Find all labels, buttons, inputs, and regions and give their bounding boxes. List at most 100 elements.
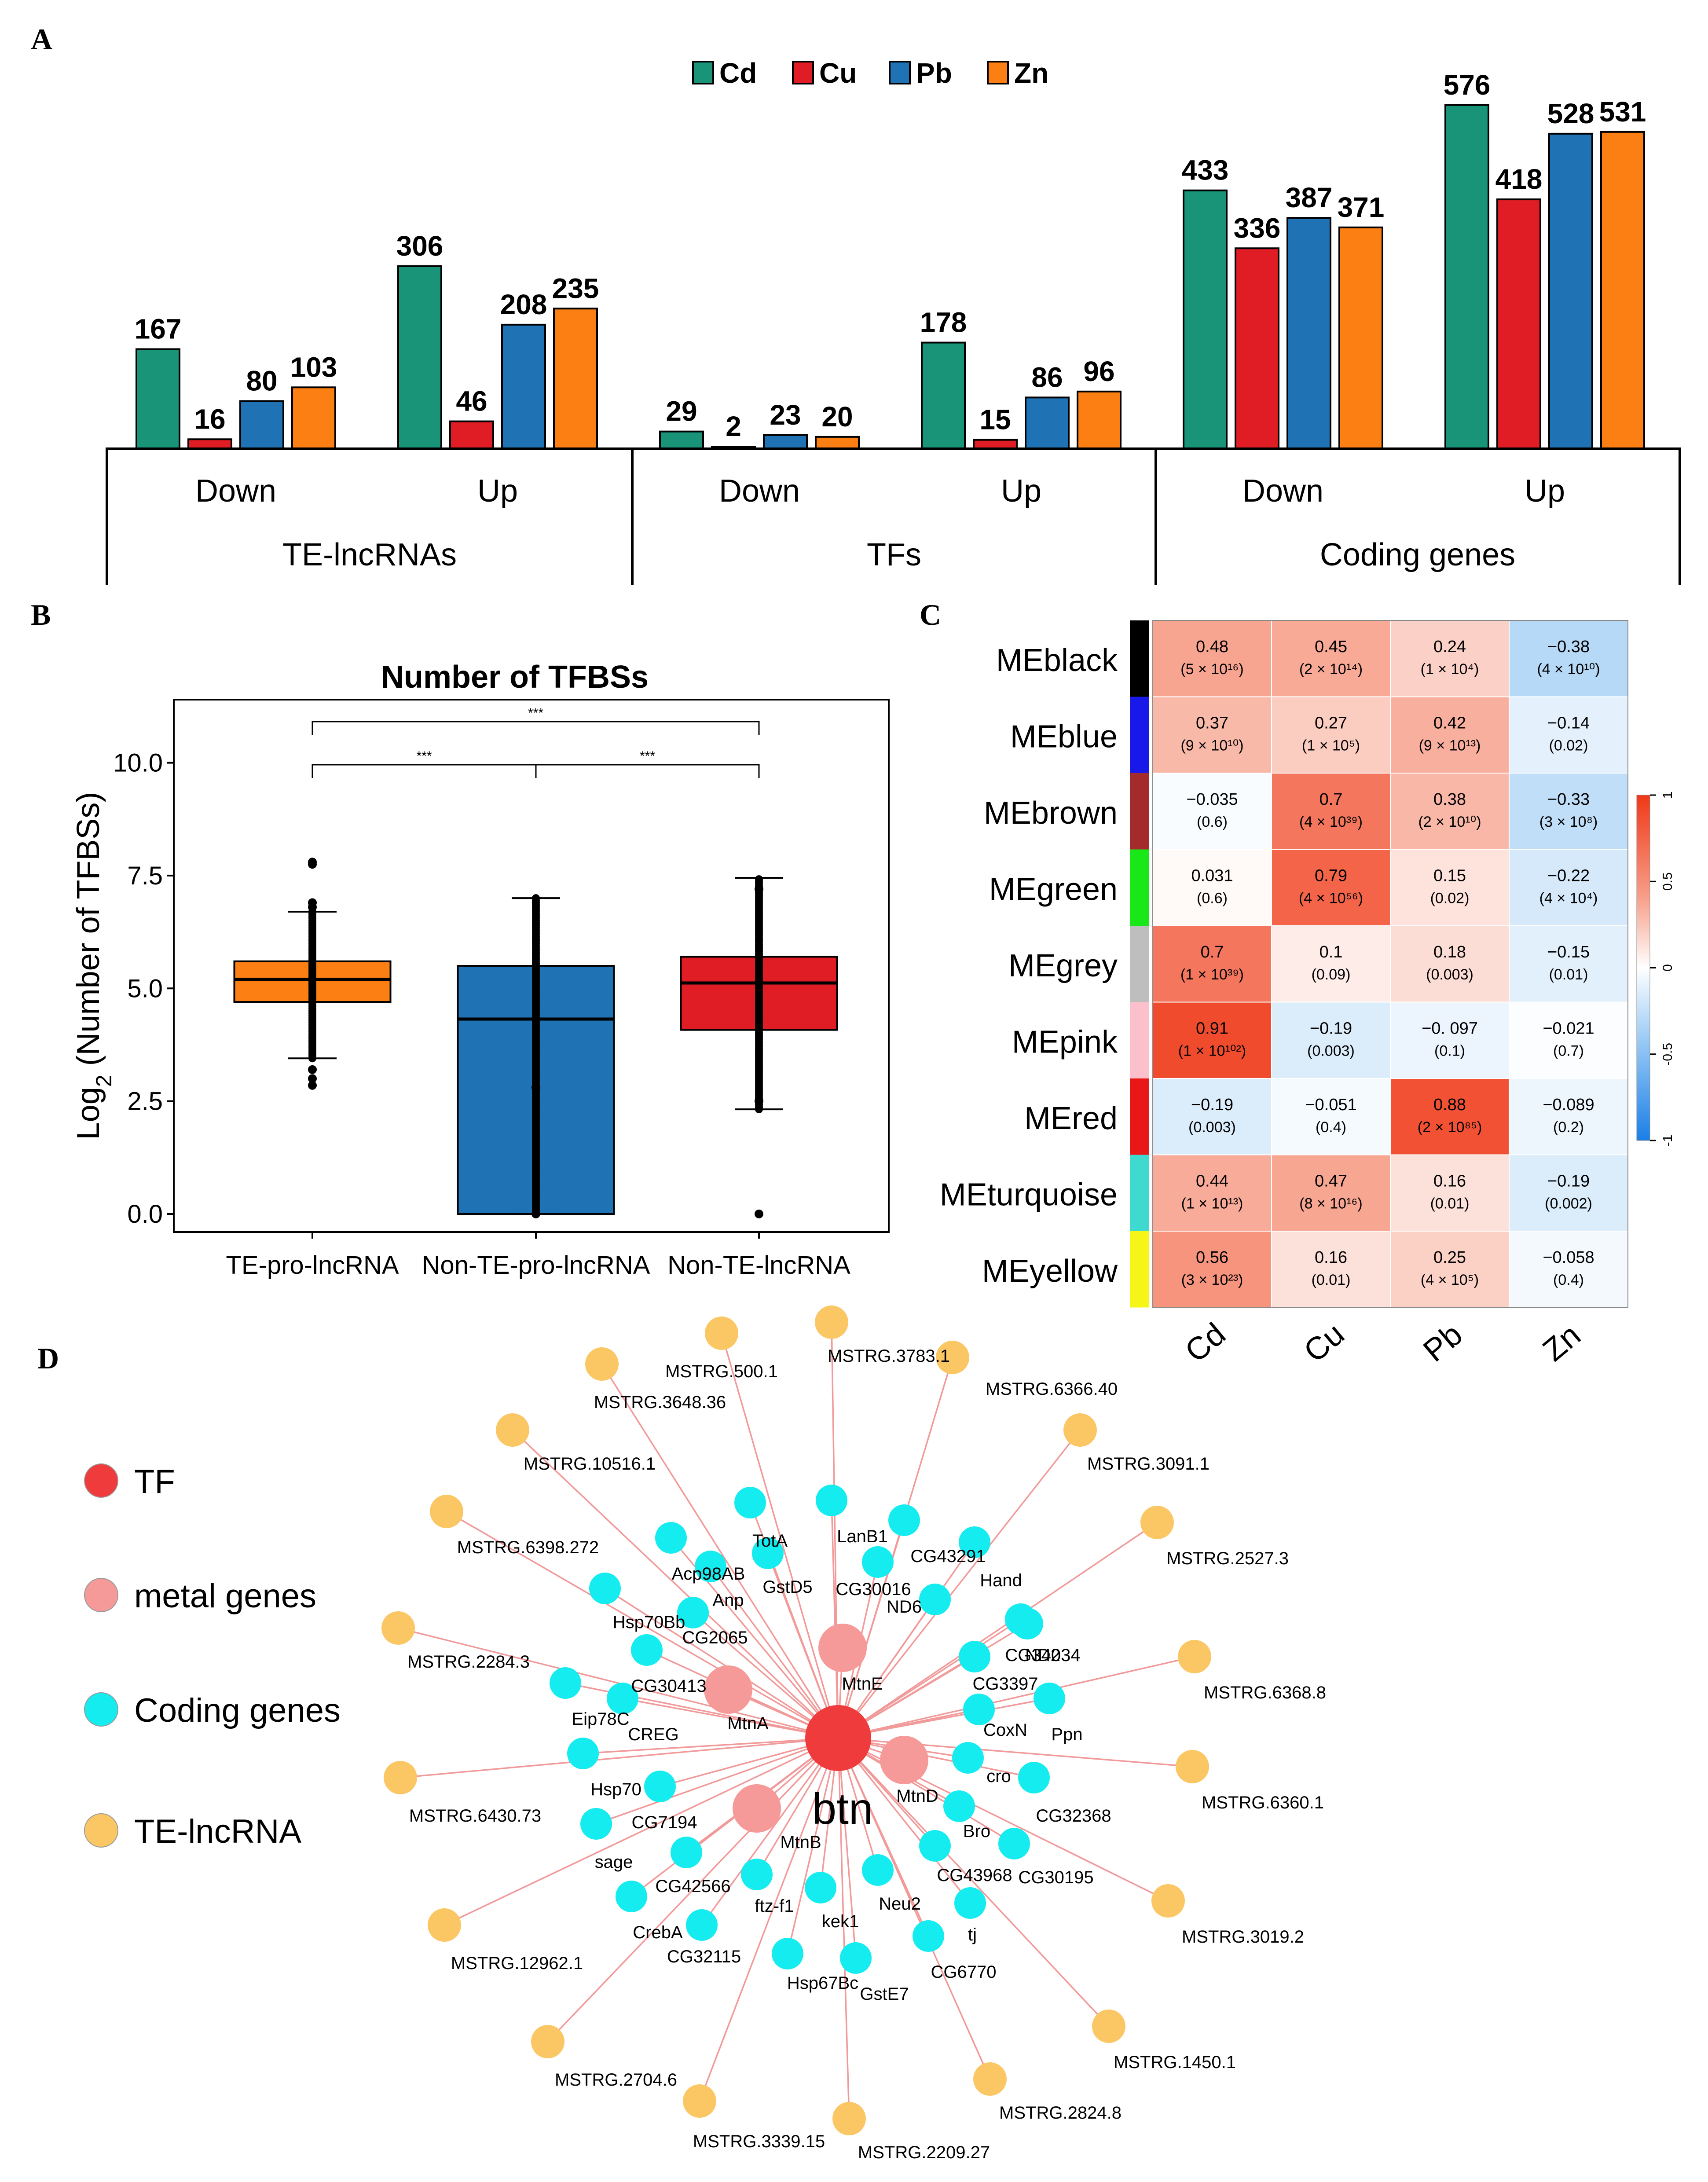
panel-label-c: C xyxy=(920,598,941,631)
bar xyxy=(239,400,284,450)
heatmap-cell-value: 0.48 xyxy=(1196,638,1228,656)
heatmap-cell-pvalue: (0.4) xyxy=(1316,1119,1346,1136)
bar xyxy=(136,348,180,450)
network-edge xyxy=(837,1737,971,1904)
heatmap-cell-pvalue: (4 × 10⁴) xyxy=(1539,890,1598,907)
heatmap-cell-value: −0.035 xyxy=(1186,790,1238,809)
panel-b-boxplot: Number of TFBSs 0.0 2.5 5.0 7.5 10.0 Log2 (N… xyxy=(71,660,890,1280)
heatmap-cell-value: −0.15 xyxy=(1547,943,1590,961)
heatmap-cell xyxy=(1509,925,1628,1003)
heatmap-cell xyxy=(1390,1154,1510,1232)
heatmap-cell-pvalue: (4 × 10⁵) xyxy=(1421,1272,1479,1288)
coding-gene-label: CG43291 xyxy=(910,1547,986,1566)
te-lncrna-label: MSTRG.6360.1 xyxy=(1202,1793,1324,1812)
heatmap-cell-value: −0.38 xyxy=(1547,638,1590,656)
heatmap-cell-pvalue: (2 × 10⁸⁵) xyxy=(1418,1119,1482,1136)
heatmap-cell-pvalue: (0.003) xyxy=(1426,966,1473,983)
heatmap-cell xyxy=(1271,1001,1391,1079)
bar xyxy=(1338,226,1383,450)
heatmap-cell-value: −0.19 xyxy=(1547,1172,1590,1191)
bar-value-label: 96 xyxy=(1083,356,1114,387)
heatmap-cell xyxy=(1390,1001,1510,1079)
coding-gene-label: CG32368 xyxy=(1036,1806,1111,1826)
coding-gene-label: ftz-f1 xyxy=(755,1896,794,1916)
outlier-point xyxy=(755,1097,763,1106)
heatmap-row-label: MEgreen xyxy=(989,872,1118,907)
coding-gene-label: kek1 xyxy=(822,1912,859,1931)
te-lncrna-node xyxy=(531,2025,564,2058)
bar-value-label: 86 xyxy=(1031,361,1063,393)
outlier-point xyxy=(531,1209,540,1218)
coding-gene-node xyxy=(655,1522,687,1554)
coding-gene-node xyxy=(888,1504,920,1536)
heatmap-cell-value: 0.37 xyxy=(1196,714,1228,733)
plot-frame xyxy=(173,699,890,1233)
heatmap-cell-value: 0.38 xyxy=(1433,790,1466,809)
colorbar xyxy=(1636,795,1650,1141)
panel-c-heatmap: 0.48 (5 × 10¹⁶) 0.45 (2 × 10¹⁴) 0.24 (1 × 10⁴… xyxy=(940,620,1675,1369)
heatmap-cell xyxy=(1390,1231,1510,1308)
te-lncrna-label: MSTRG.3019.2 xyxy=(1182,1927,1304,1947)
colorbar-tick-label: 0 xyxy=(1660,964,1675,972)
te-lncrna-label: MSTRG.6398.272 xyxy=(457,1538,599,1557)
data-point xyxy=(532,894,540,902)
legend-swatch-pb xyxy=(889,61,911,84)
network-edge xyxy=(838,1618,1021,1739)
heatmap-cell xyxy=(1509,696,1628,774)
network-edge xyxy=(400,1737,839,1779)
colorbar-tick-label: 1 xyxy=(1660,792,1675,799)
legend-tf-label: TF xyxy=(134,1463,175,1500)
module-color-swatch xyxy=(1130,1078,1149,1155)
heatmap-cell-pvalue: (0.2) xyxy=(1553,1119,1584,1136)
bar xyxy=(1600,131,1645,450)
bar-series xyxy=(136,104,1645,450)
heatmap-cell xyxy=(1509,1001,1628,1079)
network-edge xyxy=(838,1737,1015,1845)
heatmap-col-label: Cd xyxy=(1179,1316,1232,1369)
outlier-point xyxy=(755,884,763,894)
network-edge xyxy=(837,1738,857,1958)
heatmap-cell xyxy=(1509,1231,1628,1308)
boxplot-title: Number of TFBSs xyxy=(381,660,649,695)
metal-gene-node xyxy=(704,1665,752,1714)
heatmap-cell xyxy=(1152,1078,1272,1155)
heatmap-cell xyxy=(1152,1231,1272,1308)
panel-label-b: B xyxy=(31,598,51,631)
te-lncrna-label: MSTRG.6430.73 xyxy=(409,1806,541,1826)
network-labels: MSTRG.500.1 MSTRG.3783.1 MSTRG.3648.36 MSTR… xyxy=(407,1346,1326,2162)
legend-label-cd: Cd xyxy=(719,57,757,89)
coding-gene-node xyxy=(772,1938,803,1969)
heatmap-cell-pvalue: (1 × 10³⁹) xyxy=(1180,966,1244,983)
coding-gene-node xyxy=(686,1909,718,1941)
coding-gene-node xyxy=(840,1942,872,1974)
significance-stars: *** xyxy=(528,706,543,720)
network-edge xyxy=(837,1429,1081,1739)
heatmap-cell xyxy=(1509,1154,1628,1232)
network-edge xyxy=(547,1737,839,2043)
heatmap-cell-value: 0.16 xyxy=(1433,1172,1466,1191)
heatmap-col-labels: Cd Cu Pb Zn xyxy=(1179,1316,1587,1369)
network-edge xyxy=(837,1541,975,1739)
heatmap-cell-value: 0.24 xyxy=(1433,638,1466,656)
legend-metal-label: metal genes xyxy=(134,1577,316,1615)
coding-gene-node xyxy=(752,1537,784,1569)
module-color-swatch xyxy=(1130,849,1149,926)
heatmap-cell-pvalue: (1 × 10⁴) xyxy=(1421,661,1479,678)
coding-gene-node xyxy=(913,1920,944,1952)
heatmap-cell-pvalue: (0.02) xyxy=(1549,737,1588,754)
tf-node xyxy=(805,1705,871,1771)
heatmap-cell-value: 0.47 xyxy=(1315,1172,1347,1191)
te-lncrna-node xyxy=(1176,1750,1209,1783)
coding-gene-label: ND6 xyxy=(887,1597,922,1617)
heatmap-cell-value: −0.19 xyxy=(1191,1096,1233,1114)
coding-gene-label: Neu2 xyxy=(879,1894,921,1914)
network-legend: TF metal genes Coding genes TE-lncRNA xyxy=(84,1463,341,1850)
te-lncrna-node xyxy=(683,2084,716,2118)
bar-value-label: 103 xyxy=(290,351,337,383)
bar xyxy=(187,438,232,450)
coding-gene-label: TotA xyxy=(752,1531,788,1551)
significance-brackets: *** *** *** xyxy=(312,706,760,778)
coding-gene-label: CG30413 xyxy=(631,1676,706,1696)
data-point xyxy=(755,875,763,884)
